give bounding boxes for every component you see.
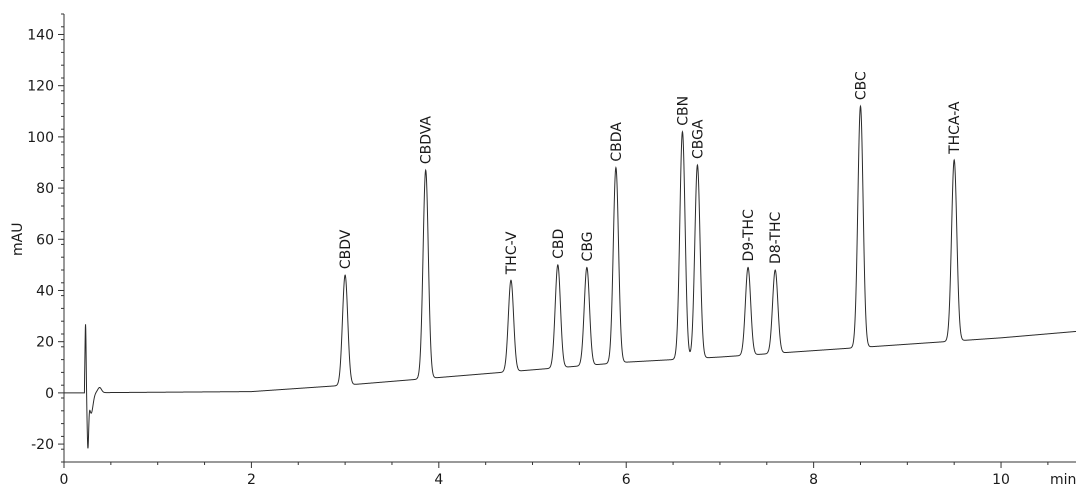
y-tick-label: 80 bbox=[36, 181, 54, 197]
peak-label: CBD bbox=[551, 229, 567, 259]
y-tick-label: -20 bbox=[31, 437, 54, 453]
ticks-group: -20 0 20 40 60 80 100 120 140 0 2 4 6 8 10 bbox=[27, 13, 1049, 488]
axes-group bbox=[63, 14, 1076, 463]
peak-label: CBDA bbox=[609, 122, 625, 162]
y-tick-label: 100 bbox=[27, 130, 54, 146]
peak-label: CBGA bbox=[690, 119, 706, 159]
x-tick-label: 0 bbox=[60, 472, 69, 488]
y-tick-label: 20 bbox=[36, 335, 54, 351]
x-tick-label: 10 bbox=[992, 472, 1010, 488]
peak-label: CBDVA bbox=[419, 116, 435, 165]
y-tick-label: 120 bbox=[27, 79, 54, 95]
peak-label: D9-THC bbox=[741, 209, 757, 262]
peak-label: CBN bbox=[675, 96, 691, 126]
x-tick-label: 4 bbox=[434, 472, 443, 488]
x-tick-label: 2 bbox=[247, 472, 256, 488]
peak-label: D8-THC bbox=[768, 211, 784, 264]
peak-label: THC-V bbox=[504, 231, 520, 275]
y-tick-label: 60 bbox=[36, 232, 54, 248]
y-tick-label: 140 bbox=[27, 27, 54, 43]
peak-label: CBDV bbox=[338, 229, 354, 269]
y-axis-title: mAU bbox=[10, 223, 26, 256]
x-tick-label: 8 bbox=[809, 472, 818, 488]
x-tick-label: 6 bbox=[622, 472, 631, 488]
x-axis-title: min bbox=[1050, 472, 1076, 488]
chromatogram-trace bbox=[64, 104, 1077, 449]
peak-label: CBC bbox=[853, 71, 869, 100]
y-tick-label: 40 bbox=[36, 283, 54, 299]
peak-label: CBG bbox=[580, 231, 596, 261]
y-tick-label: 0 bbox=[45, 386, 54, 402]
peak-label: THCA-A bbox=[947, 101, 963, 155]
